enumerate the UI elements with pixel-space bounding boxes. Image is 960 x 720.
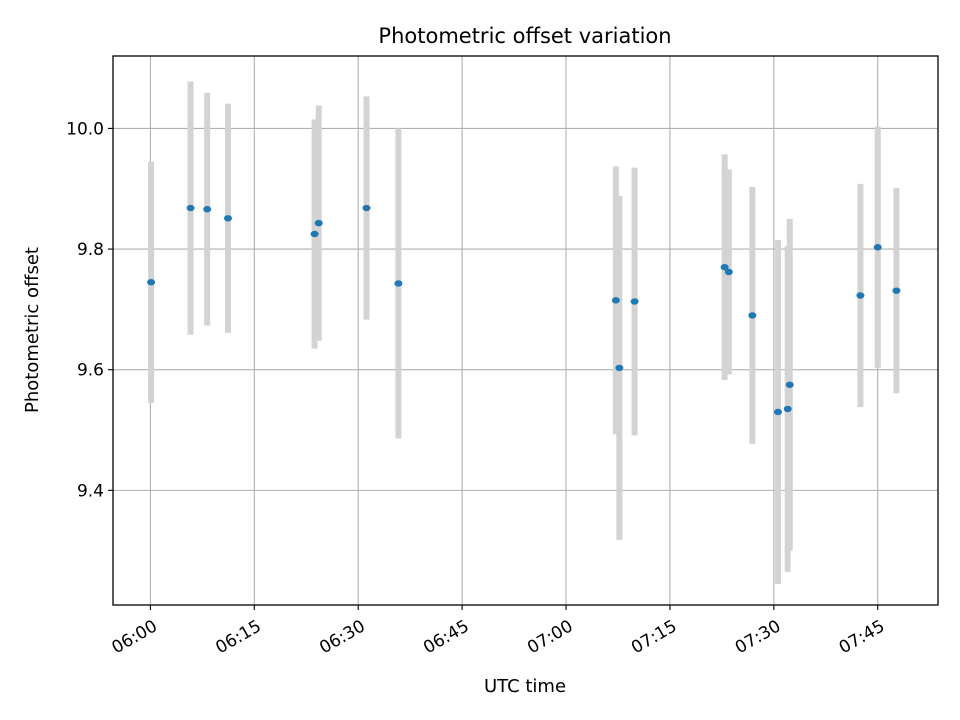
data-point xyxy=(611,297,620,304)
plot-frame xyxy=(112,55,939,606)
data-point xyxy=(783,405,792,413)
data-point xyxy=(720,263,729,271)
y-tick-label: 9.8 xyxy=(77,240,104,260)
data-point xyxy=(223,215,232,222)
data-point xyxy=(203,206,212,213)
data-point xyxy=(362,204,371,212)
data-point xyxy=(147,279,156,286)
data-point xyxy=(630,298,639,305)
data-point xyxy=(892,287,901,294)
y-axis-label: Photometric offset xyxy=(22,247,43,413)
chart-title: Photometric offset variation xyxy=(378,24,671,48)
grid xyxy=(113,56,938,605)
y-tick-label: 9.4 xyxy=(77,481,104,501)
data-point xyxy=(785,381,794,388)
data-point xyxy=(186,204,195,212)
y-tick-label: 9.6 xyxy=(77,361,104,381)
data-point xyxy=(615,364,624,372)
x-axis-label: UTC time xyxy=(484,676,566,697)
data-point xyxy=(310,230,319,238)
data-point xyxy=(314,219,323,227)
data-point xyxy=(856,292,865,299)
y-tick-label: 10.0 xyxy=(66,119,104,139)
data-point xyxy=(394,280,403,287)
data-points xyxy=(147,204,901,416)
data-point xyxy=(748,312,757,319)
y-ticks: 9.4 9.6 9.8 10.0 xyxy=(66,119,113,501)
data-point xyxy=(724,268,733,276)
data-point xyxy=(873,244,882,251)
data-point xyxy=(773,408,782,416)
